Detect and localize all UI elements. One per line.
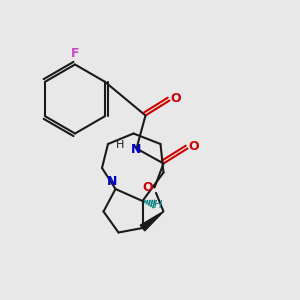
Polygon shape [140,212,164,231]
Text: H: H [116,140,124,151]
Text: F: F [71,47,79,61]
Text: O: O [171,92,182,105]
Text: N: N [131,142,142,156]
Text: H: H [154,200,162,211]
Text: O: O [189,140,200,153]
Text: O: O [142,181,153,194]
Text: N: N [107,175,118,188]
